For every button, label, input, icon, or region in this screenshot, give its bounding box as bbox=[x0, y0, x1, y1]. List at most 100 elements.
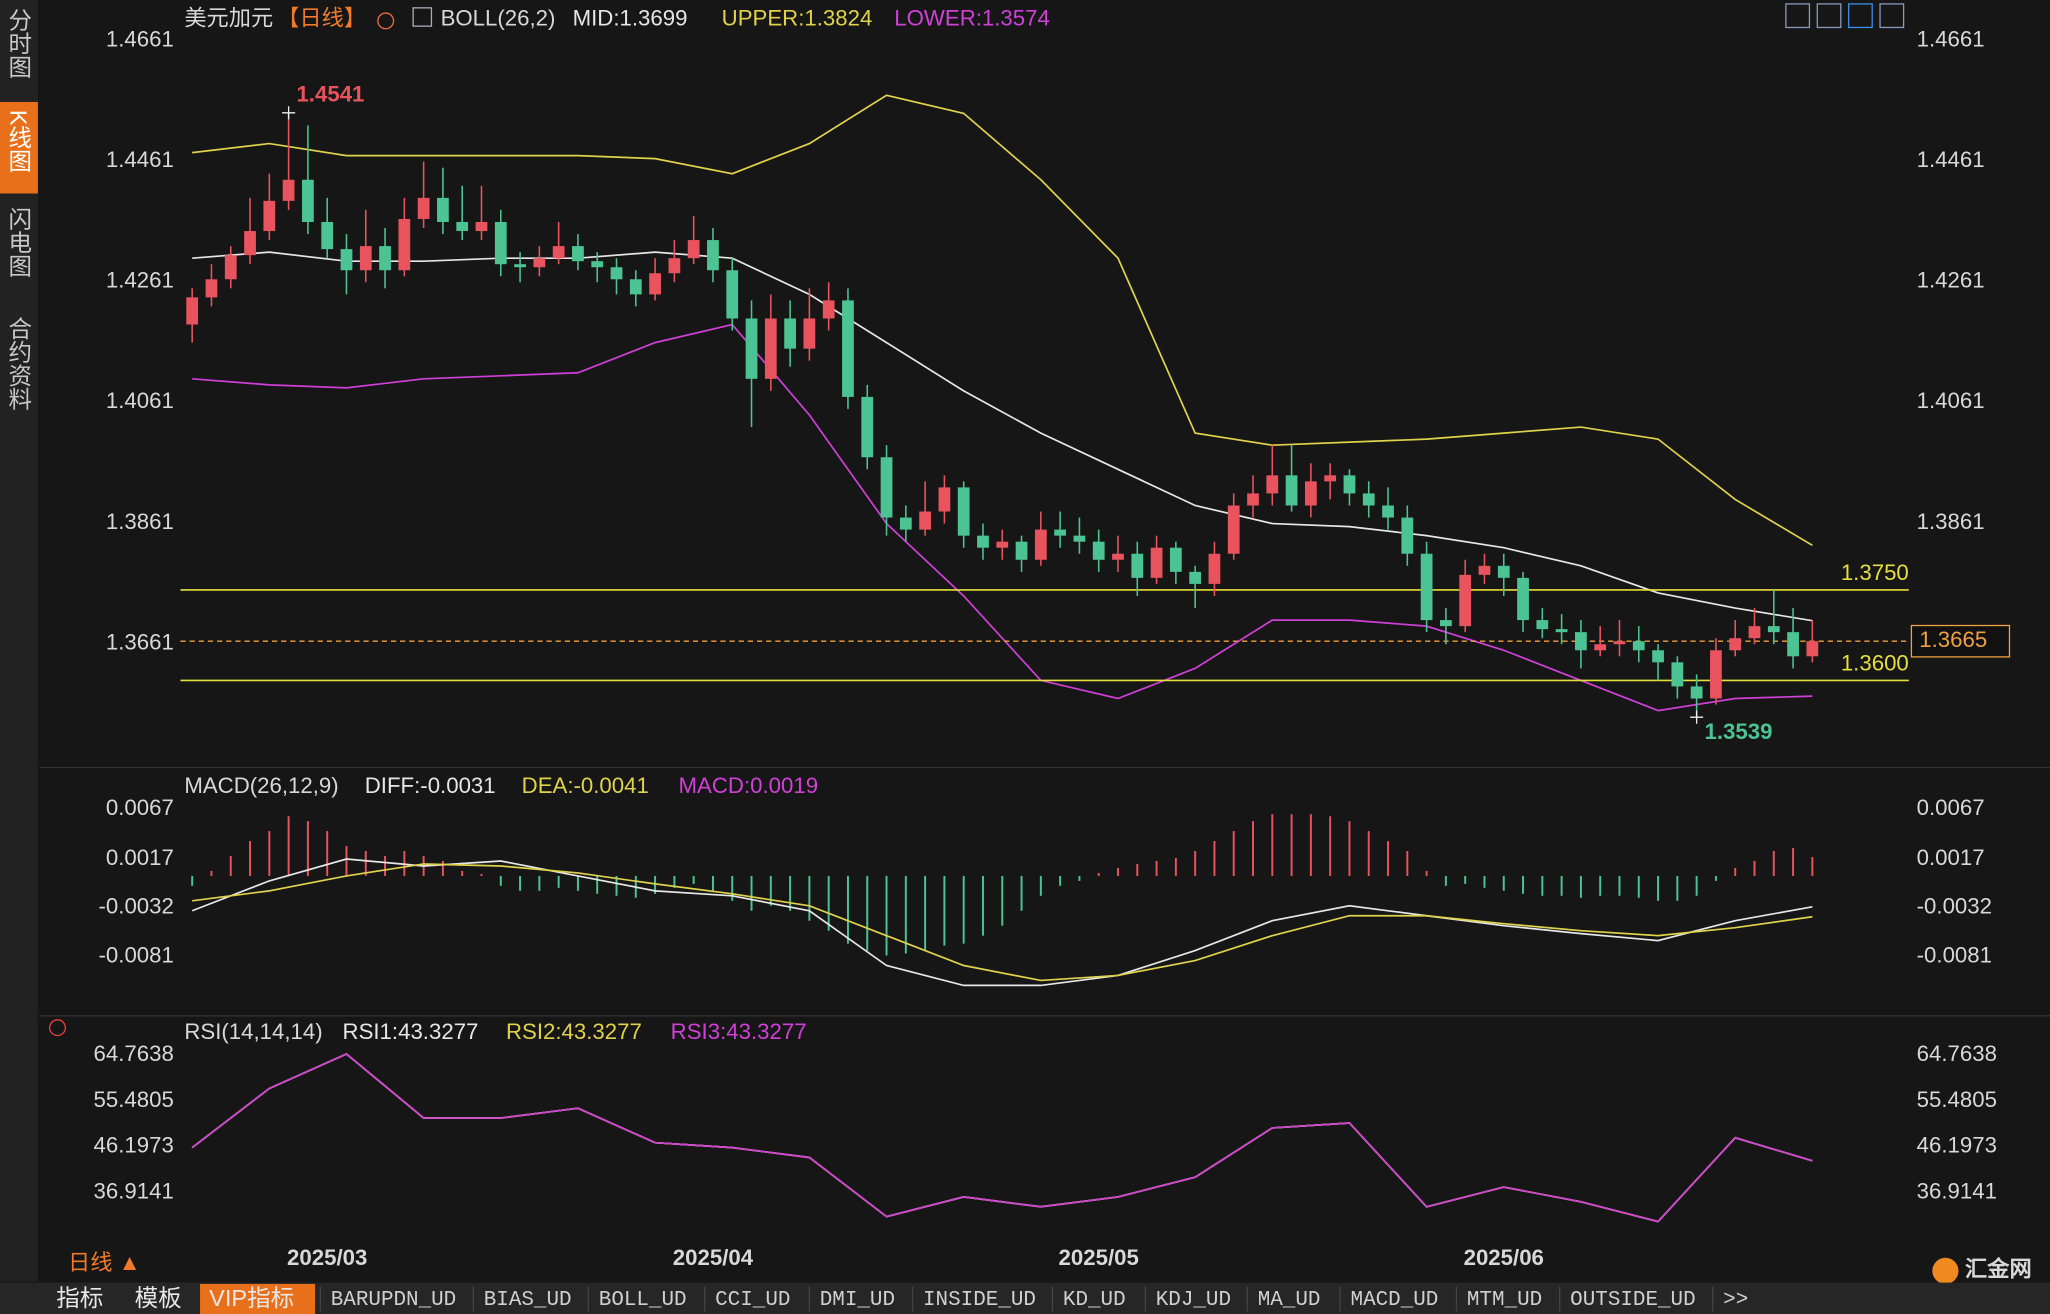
toolbar-item[interactable]: BARUPDN_UD bbox=[331, 1289, 456, 1312]
view-icons[interactable] bbox=[1785, 3, 1905, 29]
candle-body bbox=[938, 487, 951, 512]
y-tick-label: 1.3861 bbox=[106, 509, 174, 534]
candle-body bbox=[1247, 493, 1259, 506]
series-line bbox=[192, 251, 1813, 622]
candle-body bbox=[880, 457, 893, 518]
candle-body bbox=[803, 318, 816, 349]
y-tick-label: 36.9141 bbox=[94, 1178, 174, 1203]
candle-body bbox=[1632, 641, 1645, 651]
candle-body bbox=[1555, 629, 1568, 633]
y-tick-label-right: 55.4805 bbox=[1917, 1087, 1997, 1112]
candle-body bbox=[1150, 547, 1163, 578]
candle-body bbox=[1806, 641, 1819, 657]
candle-body bbox=[263, 200, 276, 232]
toolbar-item[interactable]: BIAS_UD bbox=[484, 1289, 572, 1312]
y-tick-label: 1.4061 bbox=[106, 388, 174, 413]
legend-entry: RSI3:43.3277 bbox=[671, 1019, 807, 1044]
candle-body bbox=[321, 221, 334, 250]
y-tick-label-right: 1.4261 bbox=[1917, 268, 1985, 293]
candle-body bbox=[1015, 541, 1028, 560]
icon[interactable] bbox=[1785, 3, 1811, 29]
sidebar-tab[interactable]: 闪电图 bbox=[5, 206, 31, 277]
candle-body bbox=[1343, 475, 1356, 494]
icon[interactable] bbox=[1848, 3, 1873, 29]
candle-body bbox=[1710, 650, 1722, 699]
icon[interactable] bbox=[1879, 3, 1905, 29]
candle-body bbox=[1690, 686, 1703, 699]
candle-body bbox=[302, 179, 314, 222]
last-price-label: 1.3665 bbox=[1919, 627, 1987, 652]
candle-body bbox=[1497, 565, 1510, 578]
level-label: 1.3600 bbox=[1841, 651, 1909, 676]
series-line bbox=[192, 94, 1813, 547]
add-icon[interactable] bbox=[377, 12, 395, 30]
candle-body bbox=[1382, 505, 1394, 518]
candle-body bbox=[861, 396, 874, 458]
toolbar-item[interactable]: MTM_UD bbox=[1467, 1289, 1542, 1312]
toolbar-item[interactable]: KDJ_UD bbox=[1156, 1289, 1231, 1312]
period-button[interactable]: 日线 ▲ bbox=[68, 1250, 141, 1275]
candle-body bbox=[1401, 517, 1414, 554]
series-line bbox=[192, 323, 1813, 712]
x-tick-label: 2025/04 bbox=[673, 1245, 754, 1270]
legend-entry: UPPER:1.3824 bbox=[722, 5, 873, 30]
toolbar-item[interactable]: >> bbox=[1723, 1289, 1748, 1312]
series-line bbox=[191, 858, 1813, 987]
candle-body bbox=[205, 279, 218, 298]
candle-body bbox=[764, 318, 777, 379]
candle-body bbox=[784, 318, 796, 349]
y-tick-label: 1.4461 bbox=[106, 147, 174, 172]
candle-body bbox=[610, 267, 623, 280]
sidebar bbox=[0, 0, 38, 1282]
candle-body bbox=[1420, 553, 1433, 621]
sidebar-tab[interactable]: 合约资料 bbox=[5, 316, 32, 411]
icon[interactable] bbox=[1816, 3, 1842, 29]
candle-body bbox=[1324, 475, 1337, 482]
toolbar-item[interactable]: 模板 bbox=[135, 1285, 182, 1311]
low-label: 1.3539 bbox=[1704, 719, 1772, 744]
candle-body bbox=[996, 541, 1009, 548]
candle-body bbox=[552, 246, 565, 259]
toolbar-item[interactable]: CCI_UD bbox=[715, 1289, 790, 1312]
period: 【日线】 bbox=[277, 5, 366, 30]
candle-body bbox=[707, 240, 719, 271]
toolbar-item[interactable]: MA_UD bbox=[1258, 1289, 1321, 1312]
candle-body bbox=[745, 318, 758, 379]
toolbar-item[interactable]: VIP指标 bbox=[209, 1285, 294, 1311]
candle-body bbox=[1208, 553, 1221, 584]
y-tick-label-right: 1.4461 bbox=[1917, 147, 1985, 172]
y-tick-label: 64.7638 bbox=[94, 1041, 174, 1066]
candle-body bbox=[1304, 481, 1317, 506]
indicator-title: RSI(14,14,14) bbox=[184, 1019, 322, 1044]
candle-body bbox=[1478, 565, 1491, 575]
sidebar-tab-active bbox=[0, 101, 38, 194]
candle-body bbox=[1575, 632, 1587, 651]
toolbar-item[interactable]: DMI_UD bbox=[820, 1289, 895, 1312]
candle-body bbox=[514, 264, 526, 268]
toolbar-items: 指标 模板 VIP指标 BARUPDN_UD BIAS_UD BOLL_UD CCI_UD D… bbox=[56, 1283, 1748, 1314]
toolbar-item[interactable]: MACD_UD bbox=[1351, 1289, 1439, 1312]
toolbar-item[interactable]: 指标 bbox=[56, 1285, 103, 1311]
y-tick-label-right: 36.9141 bbox=[1917, 1178, 1997, 1203]
sidebar-tab[interactable]: 分时图 bbox=[5, 8, 31, 79]
toolbar-item[interactable]: KD_UD bbox=[1063, 1289, 1126, 1312]
candle-body bbox=[475, 221, 488, 232]
candle-body bbox=[1459, 574, 1472, 627]
toolbar-item[interactable]: BOLL_UD bbox=[599, 1289, 687, 1312]
candle-body bbox=[687, 240, 700, 259]
candle-body bbox=[1227, 505, 1240, 554]
candle-body bbox=[1594, 644, 1607, 651]
candle-body bbox=[1536, 620, 1549, 630]
candle-body bbox=[1266, 475, 1279, 494]
toolbar bbox=[0, 1282, 2050, 1314]
candle-body bbox=[456, 221, 469, 232]
candle-body bbox=[1131, 553, 1144, 578]
sidebar-tab[interactable]: K线图 bbox=[5, 110, 31, 173]
toolbar-item[interactable]: OUTSIDE_UD bbox=[1570, 1289, 1695, 1312]
legend-entry: MID:1.3699 bbox=[573, 5, 688, 30]
settings-icon[interactable] bbox=[49, 1019, 67, 1037]
candle-body bbox=[1054, 529, 1067, 536]
candle-body bbox=[1613, 641, 1626, 645]
toolbar-item[interactable]: INSIDE_UD bbox=[923, 1289, 1036, 1312]
